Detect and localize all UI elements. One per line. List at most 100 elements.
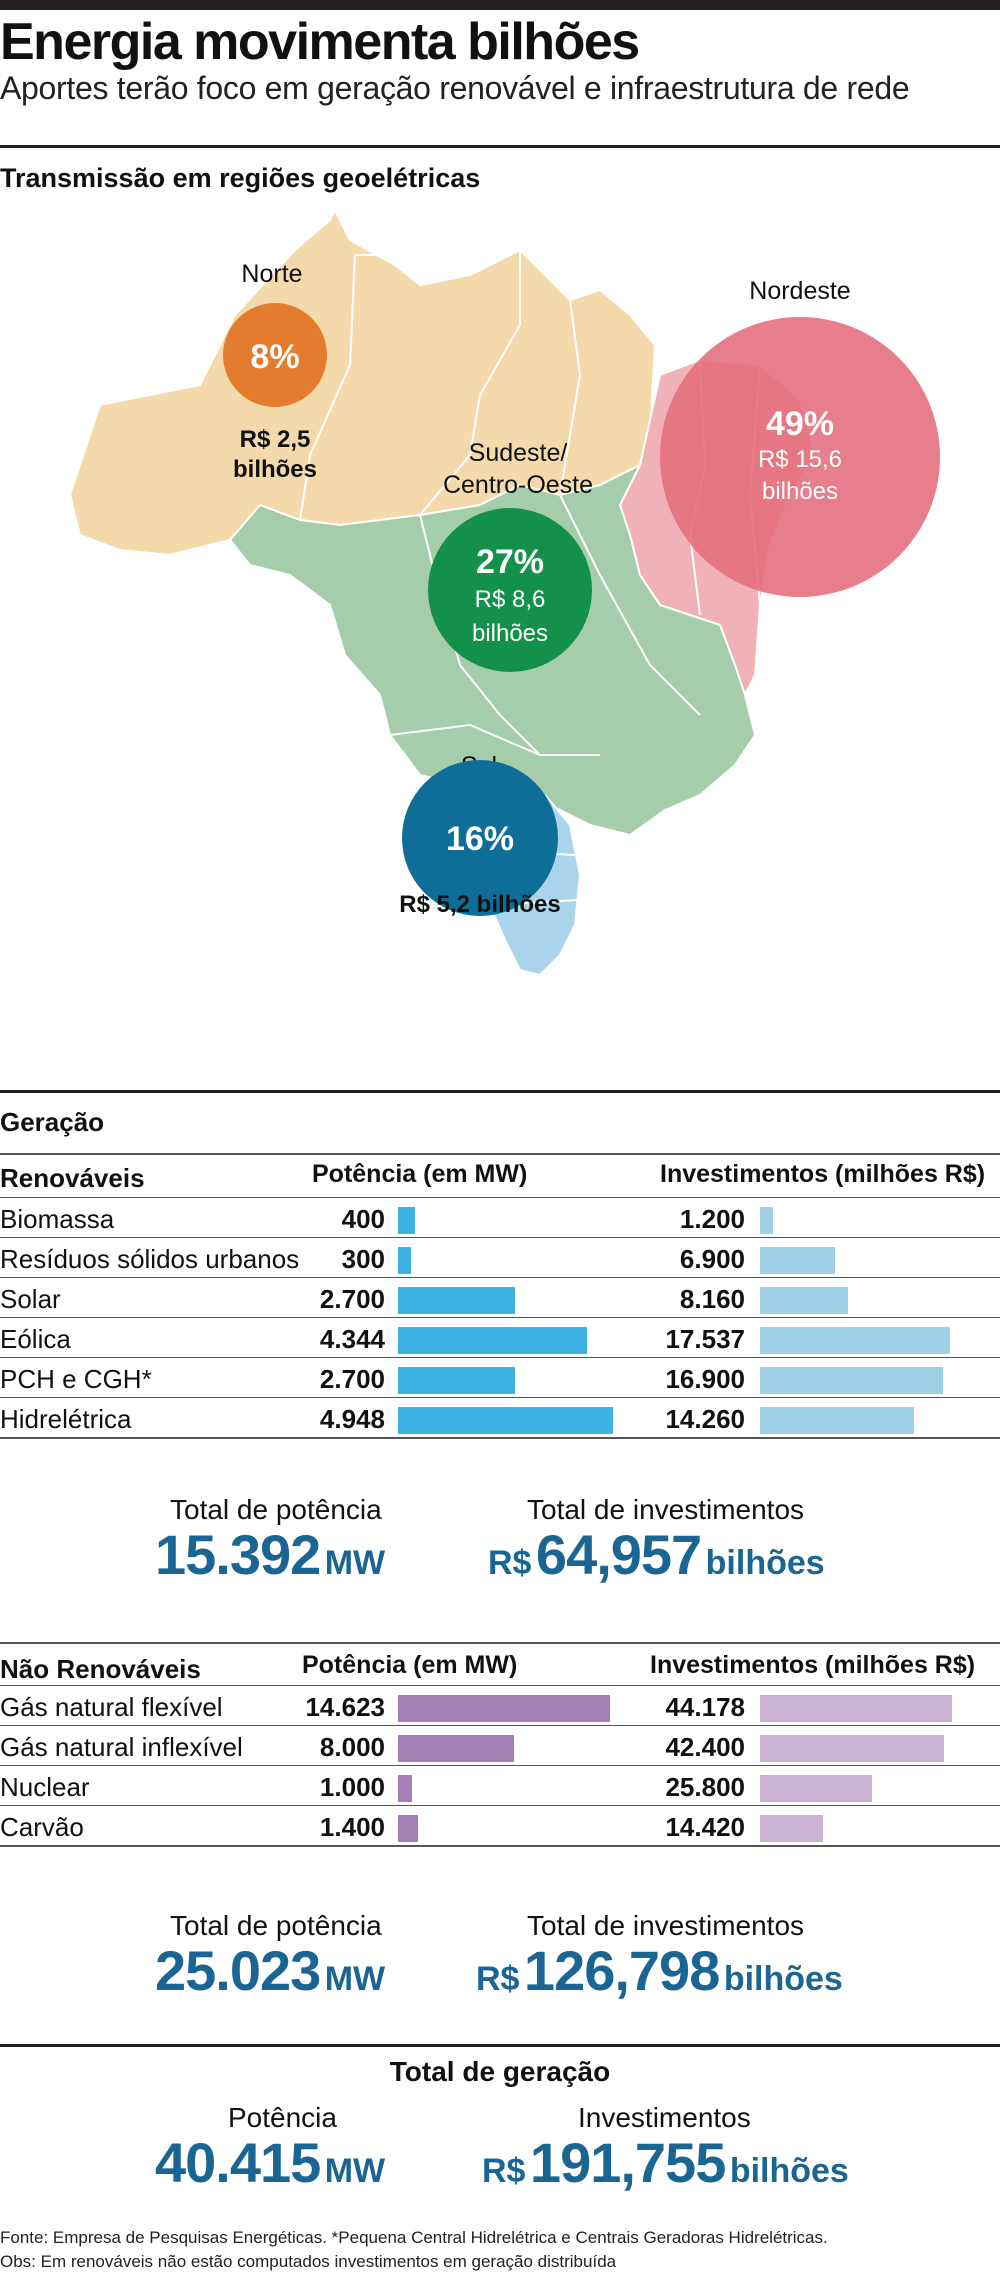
nonrenewables-col-potencia: Potência (em MW) <box>302 1651 518 1679</box>
row-label: Carvão <box>0 1812 84 1842</box>
region-nordeste-value-line2: bilhões <box>762 478 838 505</box>
row-label: Gás natural inflexível <box>0 1732 243 1762</box>
divider <box>0 2044 1000 2047</box>
row-investimento-value: 8.160 <box>679 1284 745 1314</box>
region-norte-circle <box>223 303 327 407</box>
row-label: Gás natural flexível <box>0 1692 223 1722</box>
row-potencia-value: 1.000 <box>319 1772 385 1802</box>
region-norte-name: Norte <box>241 260 302 288</box>
region-nordeste-percent: 49% <box>766 405 834 443</box>
bar-potencia <box>398 1327 587 1354</box>
row-potencia-value: 14.623 <box>305 1692 385 1722</box>
table-bottom-rule <box>0 1845 1000 1847</box>
table-row: Hidrelétrica 4.948 14.260 <box>0 1397 1000 1438</box>
divider <box>0 1090 1000 1093</box>
row-potencia-value: 4.948 <box>319 1404 385 1434</box>
page-subtitle: Aportes terão foco em geração renovável … <box>0 70 910 106</box>
map-title: Transmissão em regiões geoelétricas <box>0 163 481 193</box>
divider <box>0 1153 1000 1155</box>
row-potencia-value: 300 <box>341 1244 385 1274</box>
row-investimento-value: 16.900 <box>665 1364 745 1394</box>
region-nordeste-circle <box>660 317 940 597</box>
region-sudeste-percent: 27% <box>476 543 544 581</box>
renewables-col-investimentos: Investimentos (milhões R$) <box>660 1160 986 1188</box>
total-geracao-invest: R$ 191,755 bilhões <box>482 2130 849 2195</box>
row-label: Solar <box>0 1284 61 1314</box>
total-geracao-potencia: 40.415 MW <box>155 2130 385 2195</box>
ren-total-potencia-unit: MW <box>324 1544 386 1582</box>
nren-total-invest-prefix: R$ <box>476 1960 520 1998</box>
nren-total-invest: R$ 126,798 bilhões <box>476 1938 843 2003</box>
row-potencia-value: 1.400 <box>319 1812 385 1842</box>
ren-total-invest-label: Total de investimentos <box>527 1494 805 1525</box>
table-row: Resíduos sólidos urbanos 300 6.900 <box>0 1237 1000 1278</box>
bar-investimento <box>760 1247 835 1274</box>
row-potencia-value: 400 <box>341 1204 385 1234</box>
row-investimento-value: 1.200 <box>679 1204 745 1234</box>
region-sudeste-name-line1: Sudeste/ <box>469 439 568 467</box>
ren-total-invest-unit: bilhões <box>705 1544 825 1582</box>
nren-total-invest-label: Total de investimentos <box>527 1910 805 1941</box>
brazil-map: Norte 8% R$ 2,5 bilhões Nordeste 49% R$ … <box>68 207 940 977</box>
bar-investimento <box>760 1287 849 1314</box>
total-geracao-invest-value: 191,755 <box>529 2131 726 2194</box>
region-sul-circle <box>402 760 558 916</box>
bar-investimento <box>760 1207 773 1234</box>
bar-potencia <box>398 1735 514 1762</box>
row-potencia-value: 8.000 <box>319 1732 385 1762</box>
total-geracao-potencia-unit: MW <box>324 2152 386 2190</box>
ren-total-potencia: 15.392 MW <box>155 1522 385 1587</box>
table-row: Carvão 1.400 14.420 <box>0 1805 1000 1846</box>
generation-title: Geração <box>0 1107 105 1137</box>
top-bar <box>0 0 1000 10</box>
total-geracao-potencia-value: 40.415 <box>155 2131 321 2194</box>
ren-total-invest: R$ 64,957 bilhões <box>488 1522 825 1587</box>
bar-investimento <box>760 1775 873 1802</box>
region-sul-percent: 16% <box>446 820 514 858</box>
ren-total-invest-prefix: R$ <box>488 1544 532 1582</box>
bar-investimento <box>760 1735 945 1762</box>
ren-total-potencia-value: 15.392 <box>155 1523 321 1586</box>
footer-note: Obs: Em renováveis não estão computados … <box>0 2252 617 2271</box>
table-row: Nuclear 1.000 25.800 <box>0 1765 1000 1806</box>
region-sudeste-name-line2: Centro-Oeste <box>443 471 593 499</box>
divider <box>0 1642 1000 1644</box>
region-nordeste-name: Nordeste <box>749 277 850 305</box>
row-investimento-value: 6.900 <box>679 1244 745 1274</box>
renewables-col-potencia: Potência (em MW) <box>312 1160 528 1188</box>
bar-potencia <box>398 1207 416 1234</box>
table-row: Solar 2.700 8.160 <box>0 1277 1000 1318</box>
footer-source: Fonte: Empresa de Pesquisas Energéticas.… <box>0 2228 828 2247</box>
row-label: Biomassa <box>0 1204 115 1234</box>
nren-total-invest-unit: bilhões <box>723 1960 843 1998</box>
region-sul-value: R$ 5,2 bilhões <box>399 891 560 918</box>
table-row: PCH e CGH* 2.700 16.900 <box>0 1357 1000 1398</box>
ren-total-potencia-label: Total de potência <box>170 1494 382 1525</box>
bar-potencia <box>398 1247 412 1274</box>
total-geracao-invest-unit: bilhões <box>729 2152 849 2190</box>
bar-potencia <box>398 1775 413 1802</box>
row-investimento-value: 14.420 <box>665 1812 745 1842</box>
bar-investimento <box>760 1327 950 1354</box>
row-investimento-value: 17.537 <box>665 1324 745 1354</box>
nren-total-invest-value: 126,798 <box>523 1939 720 2002</box>
bar-potencia <box>398 1367 516 1394</box>
table-row: Biomassa 400 1.200 <box>0 1197 1000 1238</box>
row-investimento-value: 42.400 <box>665 1732 745 1762</box>
region-sudeste-value-line1: R$ 8,6 <box>475 586 546 613</box>
total-geracao-invest-prefix: R$ <box>482 2152 526 2190</box>
row-potencia-value: 2.700 <box>319 1284 385 1314</box>
row-potencia-value: 4.344 <box>319 1324 385 1354</box>
row-label: Resíduos sólidos urbanos <box>0 1244 300 1274</box>
renewables-heading: Renováveis <box>0 1163 145 1193</box>
region-sudeste-value-line2: bilhões <box>472 620 548 647</box>
total-geracao-title: Total de geração <box>389 2056 611 2087</box>
bar-investimento <box>760 1815 823 1842</box>
nren-total-potencia-unit: MW <box>324 1960 386 1998</box>
row-label: PCH e CGH* <box>0 1364 152 1394</box>
region-norte-value-line2: bilhões <box>233 456 317 483</box>
region-norte-value-line1: R$ 2,5 <box>240 426 311 453</box>
row-investimento-value: 14.260 <box>665 1404 745 1434</box>
row-label: Eólica <box>0 1324 71 1354</box>
region-sudeste-circle <box>428 508 592 672</box>
